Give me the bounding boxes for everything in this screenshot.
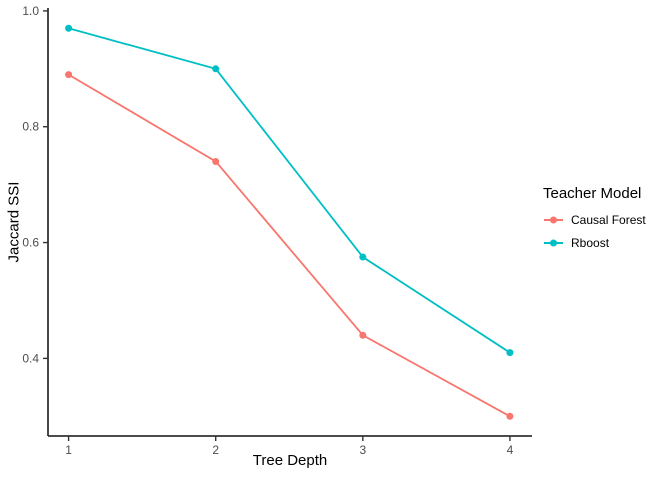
series-line — [68, 27, 511, 354]
legend-item-label: Rboost — [571, 236, 610, 250]
x-tick-label: 2 — [212, 443, 219, 457]
legend-key-rboost-icon — [544, 239, 563, 247]
legend-item-label: Causal Forest — [571, 213, 646, 227]
x-tick-label: 4 — [507, 443, 514, 457]
data-point — [65, 24, 73, 32]
legend: Teacher Model Causal Forest Rboost — [543, 185, 671, 259]
data-point — [65, 71, 73, 79]
x-axis-title: Tree Depth — [252, 452, 328, 469]
y-tick-label: 0.8 — [22, 120, 39, 134]
data-point — [359, 253, 367, 261]
data-point — [212, 157, 220, 165]
y-axis-title: Jaccard SSI — [5, 181, 23, 263]
y-tick-label: 1.0 — [22, 4, 39, 18]
data-point — [359, 331, 367, 339]
legend-item-rboost: Rboost — [543, 236, 671, 250]
data-point — [212, 65, 220, 73]
data-point — [506, 349, 514, 357]
legend-title: Teacher Model — [543, 185, 642, 202]
x-tick-label: 1 — [65, 443, 72, 457]
y-tick-label: 0.4 — [22, 351, 39, 365]
legend-key-causal-forest-icon — [544, 216, 563, 224]
x-tick-label: 3 — [359, 443, 366, 457]
data-point — [506, 412, 514, 420]
legend-item-causal-forest: Causal Forest — [543, 213, 671, 227]
series-line — [68, 73, 511, 418]
y-tick-label: 0.6 — [22, 236, 39, 250]
